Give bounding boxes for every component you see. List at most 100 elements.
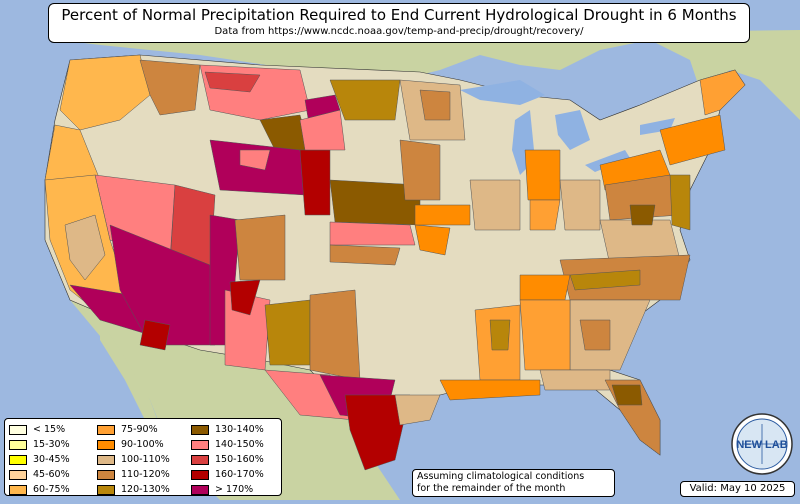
region-colorado-east [234,214,286,281]
legend-swatch [97,424,115,435]
legend-label: 60-75% [33,484,70,495]
region-gulf-coast [439,379,541,401]
region-arizona [109,224,216,346]
legend-swatch [9,469,27,480]
region-sd-north [304,94,341,119]
legend-label: 90-100% [121,439,164,450]
assumption-note: Assuming climatological conditions for t… [412,469,615,497]
mexico-land [70,300,400,500]
title-box: Percent of Normal Precipitation Required… [48,3,750,43]
note-line-2: for the remainder of the month [417,483,566,494]
region-panhandle [539,369,611,391]
legend-label: 140-150% [215,439,264,450]
region-pacific-nw [59,54,151,131]
region-ms-central [489,319,511,351]
legend-label: 100-110% [121,454,170,465]
legend-item: 60-75% [9,482,70,497]
lake-huron [555,110,590,150]
legend-swatch [97,469,115,480]
legend-item: 30-45% [9,452,70,467]
region-nc-west [569,269,641,291]
region-north-dakota [329,79,401,121]
region-georgia-central [579,319,611,351]
legend-swatch [191,424,209,435]
legend-swatch [191,454,209,465]
region-indiana [524,149,561,201]
legend-column-1: < 15% 15-30% 30-45% 45-60% 60-75% [9,422,70,497]
region-nebraska-west [299,149,331,216]
legend-label: 130-140% [215,424,264,435]
region-tx-panhandle [264,299,311,366]
legend-item: 110-120% [97,467,170,482]
region-florida-north [611,384,643,406]
region-texas-west [309,289,361,381]
region-ohio [559,179,601,231]
region-montana-north [204,71,261,93]
legend-swatch [9,439,27,450]
note-line-1: Assuming climatological conditions [417,471,585,482]
region-illinois [469,179,521,231]
legend-item: 130-140% [191,422,264,437]
region-nm-east [229,279,261,316]
legend-item: > 170% [191,482,264,497]
lake-erie [585,150,630,172]
region-minnesota-central [419,89,451,121]
region-wyoming-west [239,149,271,171]
legend-label: 120-130% [121,484,170,495]
region-maryland [629,204,656,226]
baja-land [100,320,165,440]
legend-swatch [97,484,115,495]
region-new-england [659,114,726,166]
legend-label: < 15% [33,424,66,435]
legend-label: 15-30% [33,439,70,450]
legend-item: 15-30% [9,437,70,452]
logo-text: NEW LAB [736,439,787,451]
legend-label: 160-170% [215,469,264,480]
legend-item: < 15% [9,422,70,437]
region-alabama [519,299,571,371]
region-oklahoma-north [329,244,401,266]
legend-swatch [9,424,27,435]
region-arizona-south [139,319,171,351]
new-lab-logo: NEW LAB [731,413,793,475]
legend-item: 140-150% [191,437,264,452]
region-kansas-south [329,221,416,246]
region-missouri [414,224,451,256]
legend-swatch [191,469,209,480]
legend-label: 110-120% [121,469,170,480]
legend-label: 75-90% [121,424,158,435]
lake-superior [460,80,545,105]
legend-label: 150-160% [215,454,264,465]
legend-label: 30-45% [33,454,70,465]
legend-item: 100-110% [97,452,170,467]
legend-item: 150-160% [191,452,264,467]
map-title: Percent of Normal Precipitation Required… [61,6,737,24]
legend-item: 160-170% [191,467,264,482]
legend-label: 45-60% [33,469,70,480]
legend-column-3: 130-140% 140-150% 150-160% 160-170% > 17… [191,422,264,497]
region-iowa-west [399,139,441,201]
region-nj-delmarva [669,174,691,231]
legend-column-2: 75-90% 90-100% 100-110% 110-120% 120-130… [97,422,170,497]
legend-label: > 170% [215,484,254,495]
legend-swatch [97,454,115,465]
legend-swatch [9,454,27,465]
legend-item: 45-60% [9,467,70,482]
region-indiana-south [529,199,561,231]
legend-swatch [191,484,209,495]
region-maine [699,69,746,116]
legend-item: 75-90% [97,422,170,437]
legend-item: 90-100% [97,437,170,452]
map-subtitle: Data from https://www.ncdc.noaa.gov/temp… [214,26,584,37]
region-tennessee-east [519,274,571,301]
lake-ontario [640,118,675,135]
legend-swatch [9,484,27,495]
canada-land [60,30,800,120]
region-texas-coast [394,394,441,426]
region-idaho [139,59,201,116]
legend: < 15% 15-30% 30-45% 45-60% 60-75% 75-90%… [4,418,282,496]
region-california-central [64,214,106,281]
legend-swatch [97,439,115,450]
